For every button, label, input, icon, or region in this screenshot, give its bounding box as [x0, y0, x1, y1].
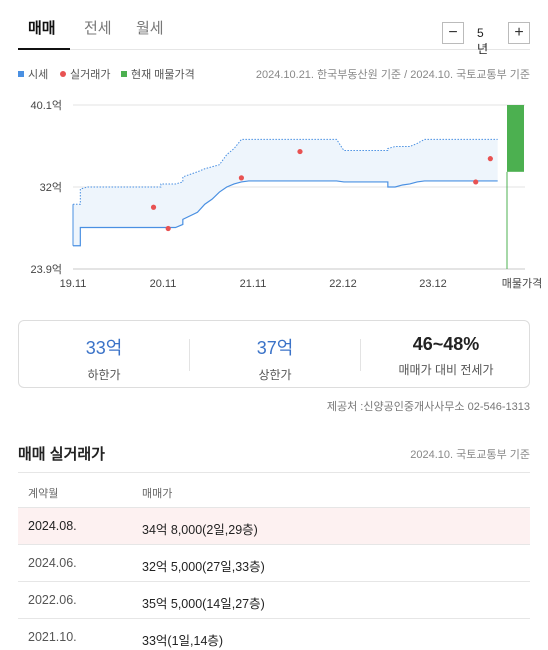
table-row[interactable]: 2021.10. 33억(1일,14층): [18, 619, 530, 650]
square-icon: [121, 71, 127, 77]
transaction-point: [150, 204, 157, 210]
header-contract-month: 계약월: [28, 488, 59, 500]
y-tick-label: 23.9억: [30, 263, 62, 276]
section-title: 매매 실거래가: [18, 446, 105, 463]
jeonse-ratio-label: 매매가 대비 전세가: [398, 363, 494, 377]
divider: [189, 339, 190, 371]
legend-item-listing: 현재 매물가격: [121, 66, 195, 82]
transaction-point: [238, 175, 245, 181]
period-label: 5년: [477, 26, 489, 56]
row-price: 32억 5,000(27일,33층): [142, 560, 265, 574]
x-tick-label: 21.11: [240, 278, 267, 290]
transaction-point: [165, 225, 171, 232]
period-increase-button[interactable]: +: [508, 22, 530, 44]
price-summary: 33억 하한가 37억 상한가 46~48% 매매가 대비 전세가: [18, 320, 530, 388]
row-month: 2024.06.: [28, 556, 77, 570]
jeonse-ratio: 46~48% 매매가 대비 전세가: [361, 321, 531, 389]
row-month: 2022.06.: [28, 593, 77, 607]
dot-icon: [60, 71, 66, 77]
market-upper-line: [73, 138, 498, 205]
active-tab-indicator: [18, 48, 70, 50]
deal-type-tabs: 매매 전세 월세: [18, 0, 530, 50]
upper-price-label: 상한가: [258, 368, 292, 382]
price-chart: 40.1억 32억 23.9억 19.11 20.11 21.11 22.12 23.12 매…: [30, 99, 542, 290]
transaction-point: [487, 156, 493, 162]
listing-price-bar: [507, 105, 524, 172]
table-row[interactable]: 2022.06. 35억 5,000(14일,27층): [18, 582, 530, 619]
lower-price: 33억 하한가: [19, 321, 189, 389]
row-price: 34억 8,000(2일,29층): [142, 523, 258, 537]
tab-jeonse[interactable]: 전세: [84, 20, 112, 37]
header-price: 매매가: [142, 488, 173, 500]
legend-item-market: 시세: [18, 66, 48, 82]
lower-price-label: 하한가: [87, 368, 121, 382]
y-tick-label: 40.1억: [30, 99, 62, 112]
square-icon: [18, 71, 24, 77]
row-price: 33억(1일,14층): [142, 634, 224, 648]
data-provider: 제공처 :신양공인중개사사무소 02-546-1313: [326, 401, 530, 413]
jeonse-ratio-value: 46~48%: [412, 334, 480, 354]
section-source: 2024.10. 국토교통부 기준: [410, 449, 530, 461]
x-tick-label: 22.12: [329, 278, 357, 290]
period-decrease-button[interactable]: −: [442, 22, 464, 44]
lower-price-value: 33억: [85, 338, 123, 358]
row-month: 2024.08.: [28, 519, 77, 533]
x-tick-label: 20.11: [150, 278, 177, 290]
row-month: 2021.10.: [28, 630, 77, 644]
x-tick-label: 23.12: [419, 278, 447, 290]
tab-monthly-rent[interactable]: 월세: [136, 20, 164, 37]
chart-source-note: 2024.10.21. 한국부동산원 기준 / 2024.10. 국토교통부 기…: [255, 69, 530, 81]
market-lower-line: [73, 180, 498, 247]
table-header: 계약월 매매가: [18, 472, 530, 508]
transaction-point: [473, 179, 479, 185]
tab-sale[interactable]: 매매: [28, 20, 56, 37]
table-row[interactable]: 2024.08. 34억 8,000(2일,29층): [18, 508, 530, 545]
row-price: 35억 5,000(14일,27층): [142, 597, 265, 611]
table-row[interactable]: 2024.06. 32억 5,000(27일,33층): [18, 545, 530, 582]
x-end-label: 매물가격: [502, 277, 542, 290]
divider: [360, 339, 361, 371]
upper-price: 37억 상한가: [190, 321, 360, 389]
y-tick-label: 32억: [40, 181, 62, 194]
transaction-point: [297, 148, 303, 155]
upper-price-value: 37억: [256, 338, 294, 358]
market-band-area: [73, 139, 498, 246]
x-tick-label: 19.11: [60, 278, 87, 290]
legend-item-transactions: 실거래가: [60, 66, 110, 82]
